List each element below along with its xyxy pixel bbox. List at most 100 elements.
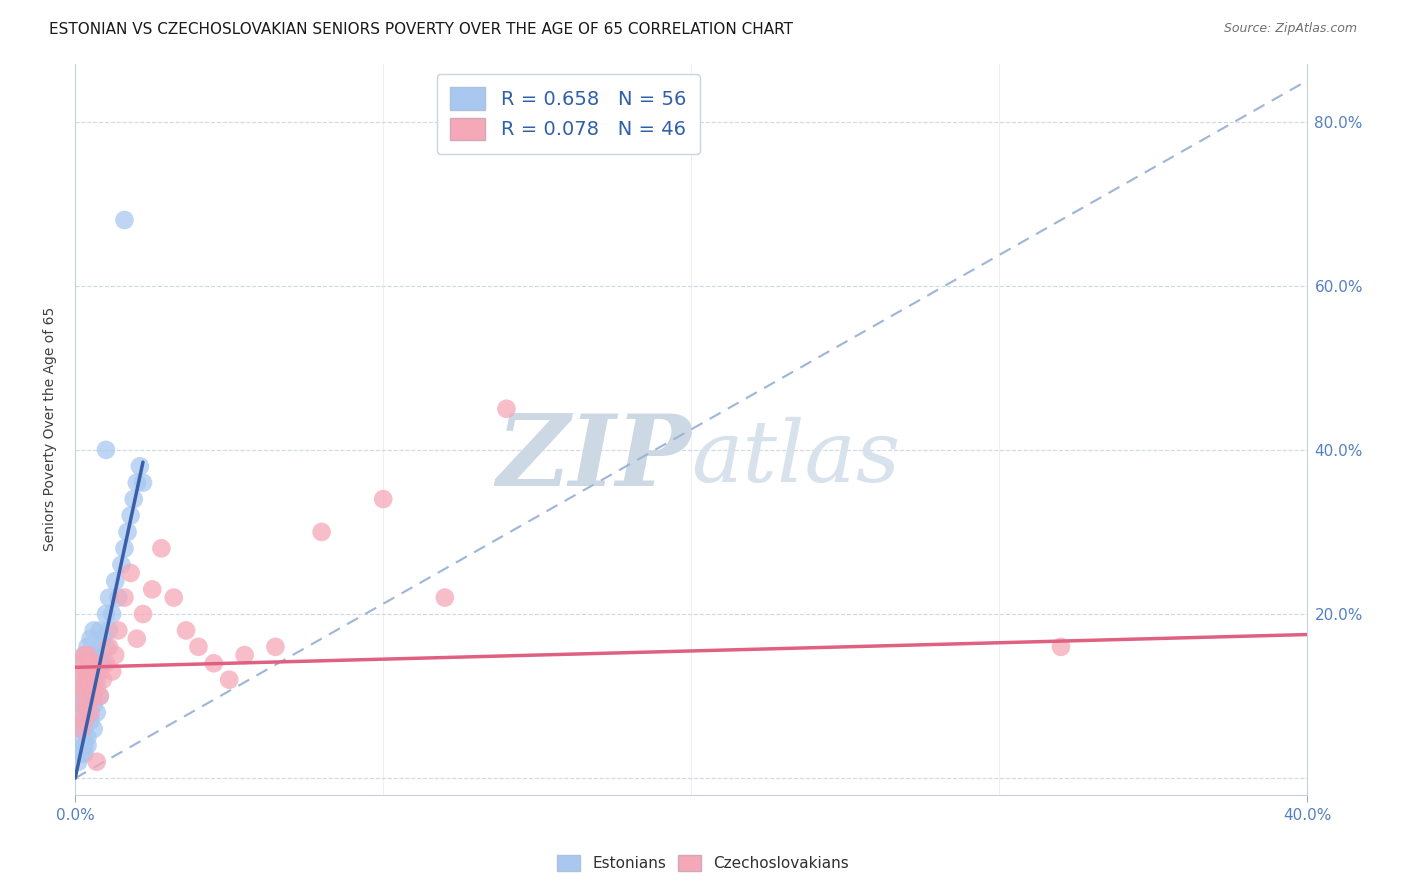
Point [76, 698, 98, 712]
Point [83, 689, 105, 703]
Point [73, 714, 96, 728]
Point [128, 459, 150, 474]
Point [202, 657, 225, 671]
Point [73, 739, 96, 753]
Point [104, 648, 127, 662]
Point [94, 607, 117, 621]
Point [98, 624, 121, 638]
Point [91, 673, 114, 687]
Point [70, 681, 93, 695]
Point [132, 475, 155, 490]
Point [495, 401, 517, 416]
Y-axis label: Seniors Poverty Over the Age of 65: Seniors Poverty Over the Age of 65 [44, 307, 58, 551]
Point [107, 591, 129, 605]
Point [73, 722, 96, 736]
Point [73, 648, 96, 662]
Text: ESTONIAN VS CZECHOSLOVAKIAN SENIORS POVERTY OVER THE AGE OF 65 CORRELATION CHART: ESTONIAN VS CZECHOSLOVAKIAN SENIORS POVE… [49, 22, 793, 37]
Point [86, 673, 108, 687]
Point [73, 673, 96, 687]
Point [83, 698, 105, 712]
Point [70, 689, 93, 703]
Point [73, 689, 96, 703]
Point [101, 665, 124, 679]
Point [83, 665, 105, 679]
Point [76, 640, 98, 654]
Point [86, 755, 108, 769]
Text: Source: ZipAtlas.com: Source: ZipAtlas.com [1223, 22, 1357, 36]
Point [187, 640, 209, 654]
Point [83, 624, 105, 638]
Point [141, 582, 163, 597]
Text: atlas: atlas [692, 417, 900, 500]
Point [76, 739, 98, 753]
Point [107, 624, 129, 638]
Point [73, 665, 96, 679]
Point [86, 648, 108, 662]
Point [104, 574, 127, 589]
Point [79, 648, 101, 662]
Point [67, 706, 90, 720]
Point [89, 657, 111, 671]
Point [76, 730, 98, 744]
Point [132, 607, 155, 621]
Point [122, 492, 145, 507]
Point [101, 607, 124, 621]
Point [79, 706, 101, 720]
Point [373, 492, 395, 507]
Point [91, 657, 114, 671]
Point [125, 475, 148, 490]
Point [114, 213, 136, 227]
Point [433, 591, 456, 605]
Point [73, 747, 96, 761]
Point [76, 665, 98, 679]
Point [76, 673, 98, 687]
Point [73, 681, 96, 695]
Point [94, 640, 117, 654]
Point [125, 632, 148, 646]
Point [233, 648, 256, 662]
Point [91, 632, 114, 646]
Point [174, 624, 197, 638]
Point [79, 714, 101, 728]
Point [79, 632, 101, 646]
Point [79, 681, 101, 695]
Point [76, 648, 98, 662]
Point [83, 722, 105, 736]
Point [70, 722, 93, 736]
Point [70, 722, 93, 736]
Point [67, 755, 90, 769]
Point [83, 673, 105, 687]
Point [89, 624, 111, 638]
Point [70, 747, 93, 761]
Point [79, 673, 101, 687]
Point [73, 714, 96, 728]
Point [120, 566, 142, 580]
Point [98, 591, 121, 605]
Point [86, 706, 108, 720]
Point [89, 665, 111, 679]
Point [76, 706, 98, 720]
Point [89, 689, 111, 703]
Point [94, 657, 117, 671]
Legend: Estonians, Czechoslovakians: Estonians, Czechoslovakians [551, 849, 855, 877]
Point [264, 640, 287, 654]
Point [110, 558, 132, 572]
Point [311, 524, 333, 539]
Point [86, 657, 108, 671]
Point [120, 508, 142, 523]
Point [70, 698, 93, 712]
Point [67, 730, 90, 744]
Text: ZIP: ZIP [496, 410, 692, 507]
Point [67, 673, 90, 687]
Point [114, 591, 136, 605]
Point [70, 657, 93, 671]
Point [86, 681, 108, 695]
Point [83, 648, 105, 662]
Point [79, 657, 101, 671]
Legend: R = 0.658   N = 56, R = 0.078   N = 46: R = 0.658 N = 56, R = 0.078 N = 46 [436, 74, 700, 153]
Point [94, 442, 117, 457]
Point [79, 689, 101, 703]
Point [117, 524, 139, 539]
Point [218, 673, 240, 687]
Point [89, 689, 111, 703]
